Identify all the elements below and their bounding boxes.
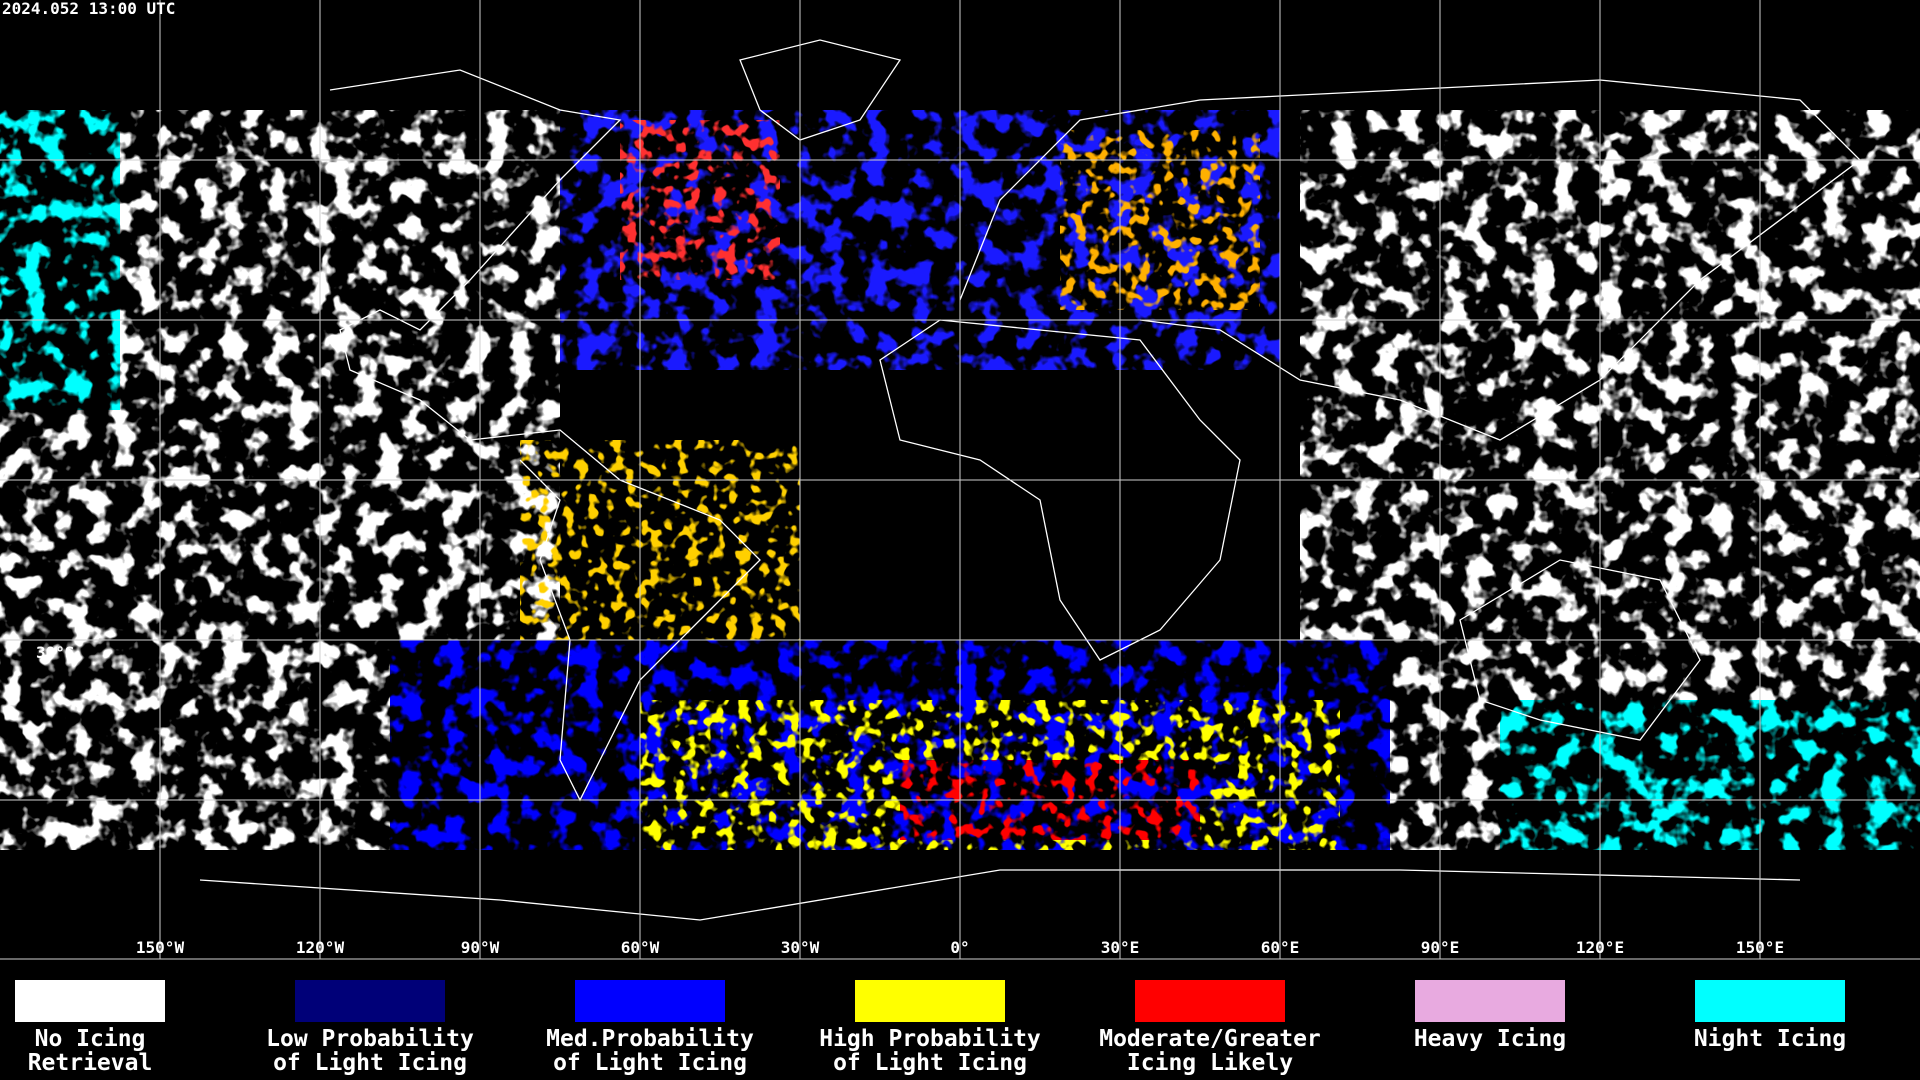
legend-swatch bbox=[575, 980, 725, 1022]
legend-label: Icing Likely bbox=[1127, 1050, 1293, 1076]
legend-label: Moderate/Greater bbox=[1099, 1026, 1321, 1052]
icing-patch bbox=[620, 120, 780, 280]
legend-label: Retrieval bbox=[28, 1050, 153, 1076]
legend-swatch bbox=[855, 980, 1005, 1022]
legend-swatch bbox=[15, 980, 165, 1022]
lon-label: 150°W bbox=[136, 938, 185, 957]
legend-label: of Light Icing bbox=[553, 1050, 747, 1076]
legend-swatch bbox=[1135, 980, 1285, 1022]
greenland bbox=[739, 39, 902, 141]
legend-label: of Light Icing bbox=[273, 1050, 467, 1076]
legend-swatch bbox=[1415, 980, 1565, 1022]
night-west bbox=[0, 110, 120, 410]
legend-label: of Light Icing bbox=[833, 1050, 1027, 1076]
americas bbox=[329, 69, 761, 802]
legend-swatch bbox=[295, 980, 445, 1022]
africa bbox=[879, 319, 1241, 661]
lon-label: 60°E bbox=[1261, 938, 1300, 957]
legend-label: No Icing bbox=[35, 1026, 146, 1052]
icing-patch bbox=[1060, 130, 1260, 310]
lon-label: 60°W bbox=[621, 938, 660, 957]
australia bbox=[1459, 559, 1701, 741]
legend-label: Night Icing bbox=[1694, 1026, 1846, 1052]
lon-label: 30°W bbox=[781, 938, 820, 957]
legend-label: Heavy Icing bbox=[1414, 1026, 1566, 1052]
lon-label: 90°W bbox=[461, 938, 500, 957]
graticule: 150°W 120°W 90°W 60°W 30°W 0° 30°E 60°E 90°E 120°… bbox=[0, 0, 1920, 960]
lon-label: 120°W bbox=[296, 938, 345, 957]
icing-patch bbox=[520, 440, 800, 640]
legend-label: High Probability bbox=[819, 1026, 1041, 1052]
antarctica bbox=[199, 869, 1801, 921]
lon-label: 30°E bbox=[1101, 938, 1140, 957]
lon-label: 90°E bbox=[1421, 938, 1460, 957]
legend-label: Low Probability bbox=[266, 1026, 474, 1052]
lon-label: 0° bbox=[950, 938, 969, 957]
lon-label: 120°E bbox=[1576, 938, 1624, 957]
lat-label: 30°S bbox=[36, 643, 75, 662]
timestamp: 2024.052 13:00 UTC bbox=[2, 0, 175, 18]
legend-label: Med.Probability bbox=[546, 1026, 754, 1052]
lon-label: 150°E bbox=[1736, 938, 1784, 957]
night-east bbox=[1500, 700, 1920, 850]
legend-swatch bbox=[1695, 980, 1845, 1022]
